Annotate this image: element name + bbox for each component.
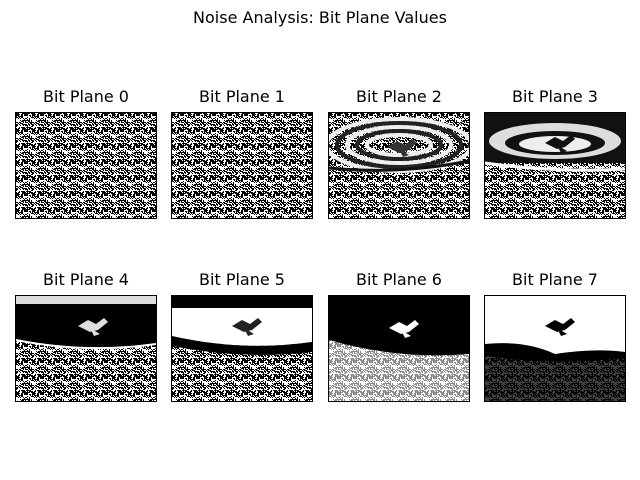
ground-texture (485, 356, 625, 401)
bit-plane-image (328, 112, 470, 219)
bird-icon (387, 139, 417, 157)
ring-band (365, 133, 433, 157)
bit-plane-image (484, 295, 626, 402)
bird-icon (545, 135, 575, 153)
ground-region (329, 340, 469, 401)
bit-plane-image (484, 112, 626, 219)
noise-field (172, 113, 312, 218)
bird-icon (389, 320, 419, 338)
panel-title: Bit Plane 2 (356, 87, 442, 106)
bit-plane-image (171, 112, 313, 219)
figure-title: Noise Analysis: Bit Plane Values (193, 8, 447, 27)
bit-plane-image (15, 295, 157, 402)
shore-line (329, 159, 469, 172)
shore-band (172, 336, 312, 355)
ring-band (355, 129, 443, 161)
shore-line (16, 339, 156, 350)
panel-title: Bit Plane 6 (356, 270, 442, 289)
panel-title: Bit Plane 0 (43, 87, 129, 106)
noise-field (16, 113, 156, 218)
panel-title: Bit Plane 3 (512, 87, 598, 106)
panel-title: Bit Plane 5 (199, 270, 285, 289)
panel-title: Bit Plane 1 (199, 87, 285, 106)
panel-title: Bit Plane 4 (43, 270, 129, 289)
bird-icon (232, 318, 262, 336)
panel-title: Bit Plane 7 (512, 270, 598, 289)
ring-band (345, 125, 453, 165)
bird-icon (545, 318, 575, 336)
bit-plane-image (171, 295, 313, 402)
bit-plane-image (15, 112, 157, 219)
bit-plane-image (328, 295, 470, 402)
bird-icon (78, 318, 108, 336)
ring-band (335, 121, 463, 169)
top-band (16, 296, 156, 304)
top-band (172, 296, 312, 308)
shore-line (485, 161, 625, 172)
